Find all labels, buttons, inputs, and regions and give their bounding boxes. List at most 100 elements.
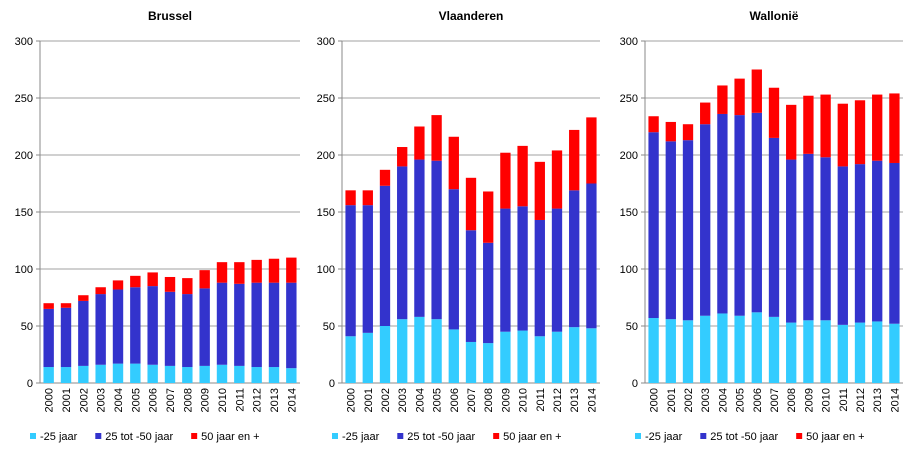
bar-segment xyxy=(872,160,883,322)
y-tick-label: 200 xyxy=(620,150,638,162)
bar-segment xyxy=(534,161,545,220)
bar-segment xyxy=(78,300,89,366)
x-tick-label: 2011 xyxy=(838,388,850,412)
bar-segment xyxy=(889,93,900,163)
bar-segment xyxy=(95,364,106,383)
x-tick-label: 2012 xyxy=(552,388,564,412)
x-tick-label: 2001 xyxy=(61,388,73,412)
y-tick-label: 250 xyxy=(317,93,335,105)
bar-segment xyxy=(751,112,762,313)
bar-segment xyxy=(379,326,391,383)
bar-segment xyxy=(251,282,262,368)
x-tick-label: 2003 xyxy=(700,388,712,412)
bar-segment xyxy=(682,320,694,383)
bar-segment xyxy=(586,183,597,329)
bar-segment xyxy=(483,343,494,383)
bar-segment xyxy=(414,159,425,317)
bar-segment xyxy=(751,69,762,113)
bar-segment xyxy=(431,115,442,161)
x-tick-label: 2004 xyxy=(414,388,426,412)
y-tick-label: 250 xyxy=(620,93,638,105)
bar-segment xyxy=(130,287,141,364)
bar-segment xyxy=(517,206,528,331)
y-tick-label: 0 xyxy=(329,378,335,390)
legend-swatch xyxy=(332,433,338,439)
bar-segment xyxy=(182,278,193,295)
y-tick-label: 150 xyxy=(620,207,638,219)
bar-segment xyxy=(448,189,459,330)
y-tick-label: 100 xyxy=(620,264,638,276)
bar-segment xyxy=(665,141,676,320)
bar-segment xyxy=(534,219,545,337)
bar-segment xyxy=(43,367,54,383)
x-tick-label: 2000 xyxy=(346,388,358,412)
bar-segment xyxy=(717,113,728,314)
x-tick-label: 2004 xyxy=(717,388,729,412)
chart-title: Wallonië xyxy=(750,9,799,23)
bar-segment xyxy=(665,121,676,142)
x-tick-label: 2000 xyxy=(44,388,56,412)
x-tick-label: 2007 xyxy=(165,388,177,412)
bar-segment xyxy=(820,94,831,158)
bar-segment xyxy=(854,100,866,165)
bar-segment xyxy=(803,320,814,383)
bar-segment xyxy=(216,364,228,383)
chart-panel: Vlaanderen 0 50 100 150 200 250 300 2000 2001 2002… xyxy=(317,9,600,443)
bar-segment xyxy=(734,115,745,316)
bar-segment xyxy=(60,367,72,383)
x-tick-label: 2008 xyxy=(786,388,798,412)
bar-segment xyxy=(234,283,245,366)
y-tick-label: 0 xyxy=(632,378,638,390)
bar-segment xyxy=(431,319,442,383)
x-tick-label: 2014 xyxy=(586,388,598,412)
bar-segment xyxy=(734,78,745,116)
x-tick-label: 2007 xyxy=(466,388,478,412)
bar-segment xyxy=(397,319,408,383)
x-tick-label: 2001 xyxy=(666,388,678,412)
bar-segment xyxy=(251,367,262,383)
legend-label: 50 jaar en + xyxy=(503,431,561,443)
bar-segment xyxy=(786,159,797,323)
bar-segment xyxy=(500,152,511,209)
bar-segment xyxy=(43,308,54,368)
bar-segment xyxy=(682,140,694,321)
x-tick-label: 2011 xyxy=(234,388,246,412)
bar-segment xyxy=(586,117,597,184)
bar-segment xyxy=(431,160,442,320)
y-tick-label: 300 xyxy=(317,36,335,48)
x-tick-label: 2013 xyxy=(872,388,884,412)
bar-segment xyxy=(43,303,54,309)
x-tick-label: 2005 xyxy=(735,388,747,412)
legend-label: -25 jaar xyxy=(342,431,380,443)
y-tick-label: 150 xyxy=(15,207,33,219)
bar-segment xyxy=(78,295,89,301)
bar-segment xyxy=(397,147,408,167)
bar-segment xyxy=(362,205,373,333)
bar-segment xyxy=(164,291,176,366)
bar-segment xyxy=(889,162,900,324)
bar-segment xyxy=(854,322,866,383)
y-tick-label: 100 xyxy=(317,264,335,276)
x-tick-label: 2012 xyxy=(252,388,264,412)
bar-segment xyxy=(199,270,210,289)
bar-segment xyxy=(734,315,745,383)
bar-segment xyxy=(182,367,193,383)
x-tick-label: 2008 xyxy=(182,388,194,412)
x-tick-label: 2002 xyxy=(78,388,90,412)
bar-segment xyxy=(95,294,106,365)
bar-segment xyxy=(345,190,356,206)
bar-segment xyxy=(872,94,883,161)
bar-segment xyxy=(768,87,780,138)
bar-segment xyxy=(379,169,391,186)
y-tick-label: 150 xyxy=(317,207,335,219)
x-tick-label: 2014 xyxy=(889,388,901,412)
legend-label: -25 jaar xyxy=(645,431,683,443)
legend-label: 25 tot -50 jaar xyxy=(710,431,778,443)
bar-segment xyxy=(164,365,176,383)
x-tick-label: 2008 xyxy=(483,388,495,412)
bar-segment xyxy=(837,166,848,325)
bar-segment xyxy=(465,230,477,342)
bar-segment xyxy=(837,103,848,167)
bar-segment xyxy=(534,336,545,383)
bar-segment xyxy=(268,367,280,383)
